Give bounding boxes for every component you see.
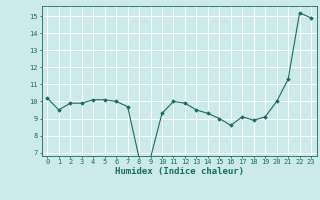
X-axis label: Humidex (Indice chaleur): Humidex (Indice chaleur) — [115, 167, 244, 176]
